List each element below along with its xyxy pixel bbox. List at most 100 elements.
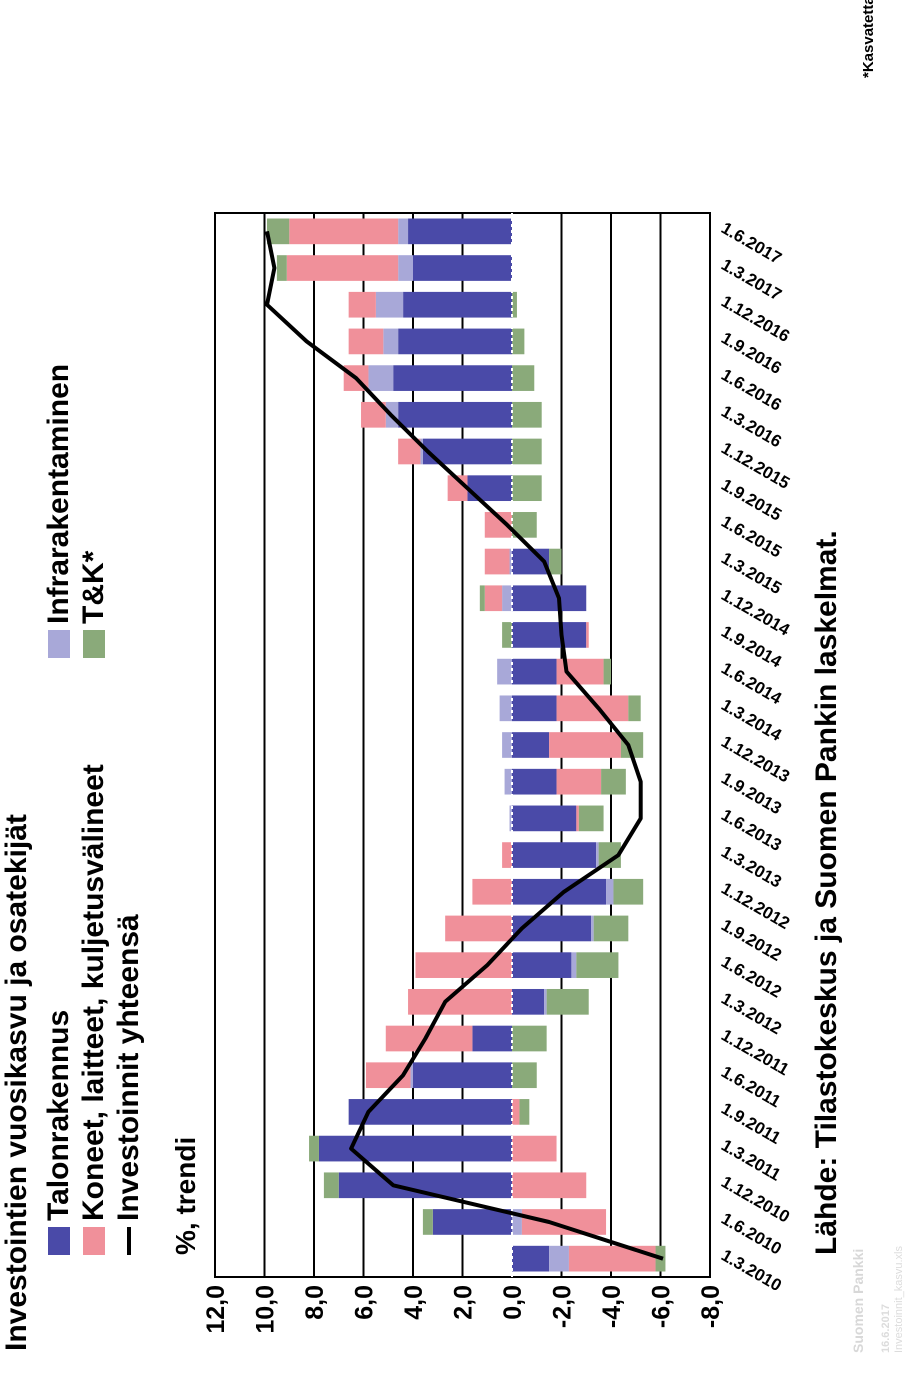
bar-talonrakennus: [432, 1209, 512, 1235]
bar-talonrakennus: [512, 805, 577, 832]
bar-t-k-: [512, 291, 517, 318]
bar-t-k-: [549, 548, 562, 575]
bar-t-k-: [603, 658, 612, 685]
bar-koneet-laitteet-kuljetusv-lineet: [472, 878, 512, 905]
bar-t-k-: [266, 218, 290, 245]
y-tick-label: 8,0: [301, 1285, 329, 1320]
bar-infrarakentaminen: [368, 365, 394, 391]
bar-talonrakennus: [467, 475, 513, 502]
bar-koneet-laitteet-kuljetusv-lineet: [415, 952, 513, 978]
bar-t-k-: [628, 695, 641, 722]
bar-koneet-laitteet-kuljetusv-lineet: [586, 622, 589, 648]
bar-talonrakennus: [398, 328, 512, 355]
bar-t-k-: [512, 1025, 547, 1052]
bar-talonrakennus: [512, 988, 545, 1015]
total-investment-line: [265, 230, 664, 1261]
bar-t-k-: [578, 805, 604, 832]
bar-talonrakennus: [512, 585, 587, 612]
bar-t-k-: [593, 915, 629, 942]
bar-infrarakentaminen: [502, 585, 513, 612]
bar-koneet-laitteet-kuljetusv-lineet: [361, 401, 386, 428]
bar-infrarakentaminen: [544, 988, 547, 1015]
bar-infrarakentaminen: [497, 658, 512, 685]
bar-infrarakentaminen: [375, 291, 404, 318]
bar-infrarakentaminen: [398, 218, 409, 245]
bar-koneet-laitteet-kuljetusv-lineet: [556, 658, 604, 685]
bar-talonrakennus: [512, 1245, 550, 1272]
bar-t-k-: [613, 878, 644, 905]
bar-t-k-: [519, 1099, 530, 1125]
bar-talonrakennus: [472, 1025, 512, 1052]
bar-talonrakennus: [512, 878, 607, 905]
bar-koneet-laitteet-kuljetusv-lineet: [556, 768, 602, 795]
y-tick-label: -6,0: [648, 1285, 676, 1328]
bar-t-k-: [512, 401, 542, 428]
bar-infrarakentaminen: [591, 915, 594, 942]
bar-t-k-: [546, 988, 589, 1015]
bar-koneet-laitteet-kuljetusv-lineet: [289, 218, 399, 245]
bar-talonrakennus: [512, 622, 587, 648]
bar-koneet-laitteet-kuljetusv-lineet: [512, 1099, 520, 1125]
bar-koneet-laitteet-kuljetusv-lineet: [385, 1025, 473, 1052]
bar-talonrakennus: [413, 1062, 512, 1089]
bar-talonrakennus: [512, 732, 550, 758]
bar-koneet-laitteet-kuljetusv-lineet: [348, 328, 384, 355]
bar-talonrakennus: [338, 1172, 512, 1199]
bar-talonrakennus: [398, 401, 512, 428]
bar-infrarakentaminen: [571, 952, 577, 978]
y-tick-label: 0,0: [499, 1285, 527, 1320]
y-tick-label: -4,0: [598, 1285, 626, 1328]
bar-t-k-: [512, 438, 542, 465]
bar-koneet-laitteet-kuljetusv-lineet: [398, 438, 421, 465]
y-tick-label: -8,0: [697, 1285, 725, 1328]
bar-t-k-: [576, 952, 619, 978]
bar-talonrakennus: [512, 842, 597, 868]
bar-infrarakentaminen: [504, 768, 513, 795]
bar-talonrakennus: [512, 768, 557, 795]
bar-t-k-: [502, 622, 513, 648]
bar-koneet-laitteet-kuljetusv-lineet: [348, 291, 376, 318]
bar-talonrakennus: [512, 658, 557, 685]
bar-koneet-laitteet-kuljetusv-lineet: [286, 255, 399, 281]
faded-date: 16.6.2017: [880, 1304, 892, 1353]
bar-infrarakentaminen: [549, 1245, 569, 1272]
bar-koneet-laitteet-kuljetusv-lineet: [484, 585, 503, 612]
bar-t-k-: [512, 512, 537, 538]
y-tick-label: 10,0: [252, 1285, 280, 1334]
bar-koneet-laitteet-kuljetusv-lineet: [549, 732, 621, 758]
bar-t-k-: [512, 365, 535, 391]
bar-infrarakentaminen: [596, 842, 599, 868]
footnote: *Kasvatettavat varat ja henkiset omaisuu…: [860, 0, 877, 78]
bar-koneet-laitteet-kuljetusv-lineet: [445, 915, 512, 942]
bar-talonrakennus: [413, 255, 512, 281]
bar-talonrakennus: [422, 438, 512, 465]
bar-t-k-: [422, 1209, 433, 1235]
bar-infrarakentaminen: [398, 255, 413, 281]
bar-t-k-: [323, 1172, 339, 1199]
bar-t-k-: [512, 475, 542, 502]
bar-t-k-: [512, 1062, 537, 1089]
bar-koneet-laitteet-kuljetusv-lineet: [576, 805, 579, 832]
faded-filename: Investoinnit_kasvu.xls: [893, 1246, 905, 1353]
bar-talonrakennus: [403, 291, 513, 318]
y-tick-label: -2,0: [549, 1285, 577, 1328]
bar-talonrakennus: [393, 365, 513, 391]
bar-koneet-laitteet-kuljetusv-lineet: [512, 1135, 557, 1162]
y-tick-label: 12,0: [202, 1285, 230, 1334]
bar-infrarakentaminen: [383, 328, 399, 355]
bar-koneet-laitteet-kuljetusv-lineet: [484, 512, 512, 538]
bar-t-k-: [309, 1135, 319, 1162]
bar-koneet-laitteet-kuljetusv-lineet: [512, 1172, 587, 1199]
bar-koneet-laitteet-kuljetusv-lineet: [408, 988, 512, 1015]
bar-koneet-laitteet-kuljetusv-lineet: [556, 695, 629, 722]
bar-t-k-: [598, 842, 621, 868]
bar-talonrakennus: [318, 1135, 513, 1162]
bar-t-k-: [479, 585, 485, 612]
bar-infrarakentaminen: [502, 732, 513, 758]
bar-koneet-laitteet-kuljetusv-lineet: [568, 1245, 656, 1272]
bar-koneet-laitteet-kuljetusv-lineet: [521, 1209, 607, 1235]
bar-t-k-: [620, 732, 644, 758]
bar-infrarakentaminen: [606, 878, 614, 905]
